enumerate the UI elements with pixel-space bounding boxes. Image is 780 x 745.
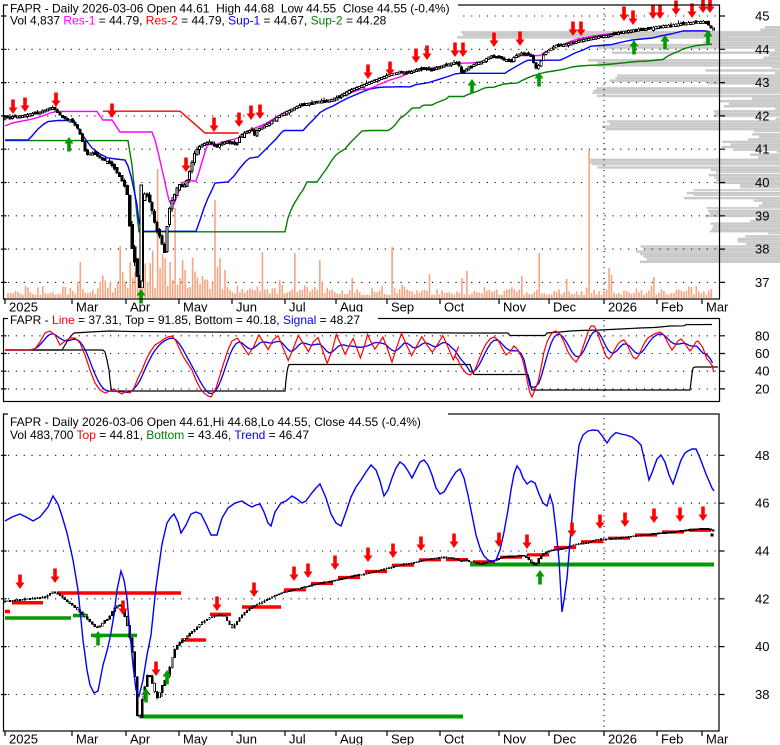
svg-text:Jul: Jul (289, 732, 306, 745)
svg-text:Dec: Dec (553, 300, 577, 315)
svg-text:Nov: Nov (503, 732, 527, 745)
svg-text:39: 39 (755, 208, 769, 223)
svg-text:2025: 2025 (9, 732, 38, 745)
svg-text:60: 60 (755, 346, 769, 361)
svg-text:2026: 2026 (608, 732, 637, 745)
svg-text:Vol 483,700 Top = 44.81, Botto: Vol 483,700 Top = 44.81, Bottom = 43.46,… (10, 428, 309, 442)
svg-text:42: 42 (755, 108, 769, 123)
svg-text:38: 38 (755, 687, 769, 702)
svg-text:FAPR - Line = 37.31, Top = 91.: FAPR - Line = 37.31, Top = 91.85, Bottom… (10, 313, 360, 327)
svg-text:40: 40 (755, 364, 769, 379)
svg-text:May: May (183, 732, 208, 745)
svg-text:20: 20 (755, 381, 769, 396)
svg-text:Jul: Jul (289, 300, 306, 315)
svg-text:Sep: Sep (391, 732, 414, 745)
svg-text:FAPR - Daily 2026-03-06 Open 4: FAPR - Daily 2026-03-06 Open 44.61 High … (10, 2, 450, 16)
svg-text:38: 38 (755, 242, 769, 257)
svg-text:2025: 2025 (9, 300, 38, 315)
svg-text:2026: 2026 (608, 300, 637, 315)
svg-text:42: 42 (755, 591, 769, 606)
svg-text:40: 40 (755, 639, 769, 654)
svg-text:Feb: Feb (661, 732, 683, 745)
svg-text:Jun: Jun (236, 732, 257, 745)
svg-text:Oct: Oct (444, 300, 465, 315)
svg-text:Mar: Mar (706, 300, 729, 315)
svg-text:40: 40 (755, 175, 769, 190)
svg-text:Nov: Nov (503, 300, 527, 315)
svg-text:80: 80 (755, 328, 769, 343)
svg-text:Apr: Apr (130, 732, 151, 745)
svg-text:Dec: Dec (553, 732, 577, 745)
svg-text:Vol 4,837 Res-1 = 44.79, Res-2: Vol 4,837 Res-1 = 44.79, Res-2 = 44.79, … (10, 14, 387, 28)
svg-text:48: 48 (755, 448, 769, 463)
svg-text:Mar: Mar (706, 732, 729, 745)
svg-text:44: 44 (755, 544, 769, 559)
svg-text:FAPR - Daily 2026-03-06 Open 4: FAPR - Daily 2026-03-06 Open 44.61,Hi 44… (10, 415, 421, 429)
svg-text:Apr: Apr (130, 300, 151, 315)
svg-text:46: 46 (755, 496, 769, 511)
svg-text:37: 37 (755, 275, 769, 290)
svg-text:Mar: Mar (76, 732, 99, 745)
svg-text:Jun: Jun (236, 300, 257, 315)
svg-text:Mar: Mar (76, 300, 99, 315)
svg-text:43: 43 (755, 75, 769, 90)
svg-text:Feb: Feb (661, 300, 683, 315)
svg-text:Aug: Aug (340, 300, 363, 315)
svg-text:May: May (183, 300, 208, 315)
svg-text:45: 45 (755, 9, 769, 24)
svg-text:Sep: Sep (391, 300, 414, 315)
svg-text:41: 41 (755, 142, 769, 157)
svg-text:Aug: Aug (340, 732, 363, 745)
svg-text:Oct: Oct (444, 732, 465, 745)
svg-text:44: 44 (755, 42, 769, 57)
